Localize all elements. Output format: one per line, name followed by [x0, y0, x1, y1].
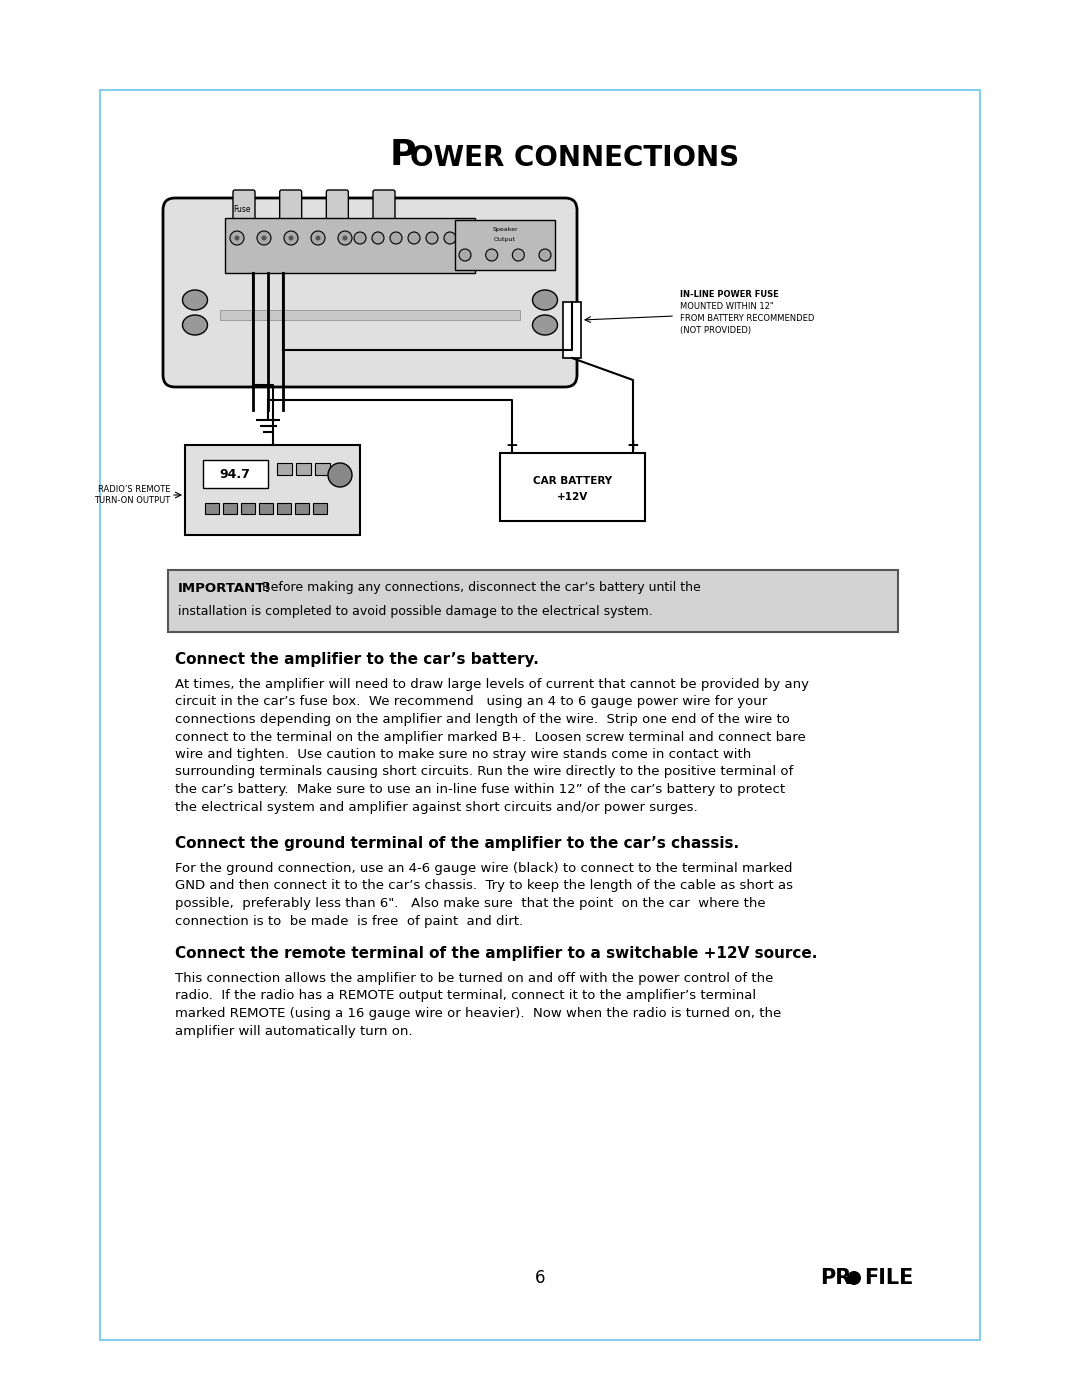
Text: At times, the amplifier will need to draw large levels of current that cannot be: At times, the amplifier will need to dra… — [175, 678, 809, 692]
Text: Connect the amplifier to the car’s battery.: Connect the amplifier to the car’s batte… — [175, 652, 539, 666]
Bar — [500, 453, 645, 521]
Circle shape — [408, 232, 420, 244]
FancyBboxPatch shape — [233, 190, 255, 224]
Circle shape — [284, 231, 298, 244]
Bar — [259, 503, 273, 514]
Circle shape — [328, 462, 352, 488]
Text: Connect the remote terminal of the amplifier to a switchable +12V source.: Connect the remote terminal of the ampli… — [175, 946, 818, 961]
FancyBboxPatch shape — [280, 190, 301, 224]
Text: radio.  If the radio has a REMOTE output terminal, connect it to the amplifier’s: radio. If the radio has a REMOTE output … — [175, 989, 756, 1003]
Text: circuit in the car’s fuse box.  We recommend   using an 4 to 6 gauge power wire : circuit in the car’s fuse box. We recomm… — [175, 696, 767, 708]
Text: installation is completed to avoid possible damage to the electrical system.: installation is completed to avoid possi… — [178, 605, 652, 619]
Text: IMPORTANT!: IMPORTANT! — [178, 581, 271, 595]
Circle shape — [257, 231, 271, 244]
FancyBboxPatch shape — [373, 190, 395, 224]
Bar — [241, 503, 255, 514]
Text: connect to the terminal on the amplifier marked B+.  Loosen screw terminal and c: connect to the terminal on the amplifier… — [175, 731, 806, 743]
Circle shape — [354, 232, 366, 244]
Bar — [276, 462, 292, 475]
Bar — [205, 503, 219, 514]
Bar — [315, 462, 330, 475]
Text: the car’s battery.  Make sure to use an in-line fuse within 12” of the car’s bat: the car’s battery. Make sure to use an i… — [175, 782, 785, 796]
Text: Connect the ground terminal of the amplifier to the car’s chassis.: Connect the ground terminal of the ampli… — [175, 835, 739, 851]
Text: 6: 6 — [535, 1268, 545, 1287]
Circle shape — [372, 232, 384, 244]
Bar — [203, 460, 268, 488]
Circle shape — [390, 232, 402, 244]
Text: GND and then connect it to the car’s chassis.  Try to keep the length of the cab: GND and then connect it to the car’s cha… — [175, 880, 793, 893]
Circle shape — [539, 249, 551, 261]
Ellipse shape — [183, 314, 207, 335]
Text: IN-LINE POWER FUSE: IN-LINE POWER FUSE — [680, 291, 779, 299]
Text: This connection allows the amplifier to be turned on and off with the power cont: This connection allows the amplifier to … — [175, 972, 773, 985]
Bar — [222, 503, 237, 514]
Text: connections depending on the amplifier and length of the wire.  Strip one end of: connections depending on the amplifier a… — [175, 712, 789, 726]
Text: marked REMOTE (using a 16 gauge wire or heavier).  Now when the radio is turned : marked REMOTE (using a 16 gauge wire or … — [175, 1007, 781, 1020]
Bar — [313, 503, 327, 514]
Text: wire and tighten.  Use caution to make sure no stray wire stands come in contact: wire and tighten. Use caution to make su… — [175, 747, 752, 761]
Text: FILE: FILE — [864, 1268, 914, 1288]
Circle shape — [426, 232, 438, 244]
Text: amplifier will automatically turn on.: amplifier will automatically turn on. — [175, 1024, 413, 1038]
Text: MOUNTED WITHIN 12": MOUNTED WITHIN 12" — [680, 302, 773, 312]
Bar — [296, 462, 311, 475]
Circle shape — [288, 236, 294, 240]
Bar — [225, 218, 475, 272]
Bar — [295, 503, 309, 514]
Bar — [100, 89, 980, 1340]
Text: Fuse: Fuse — [233, 205, 251, 214]
Text: connection is to  be made  is free  of paint  and dirt.: connection is to be made is free of pain… — [175, 915, 523, 928]
Text: possible,  preferably less than 6".   Also make sure  that the point  on the car: possible, preferably less than 6". Also … — [175, 897, 766, 909]
Text: (NOT PROVIDED): (NOT PROVIDED) — [680, 326, 751, 335]
Ellipse shape — [532, 291, 557, 310]
Circle shape — [315, 236, 321, 240]
Ellipse shape — [183, 291, 207, 310]
Bar — [220, 310, 519, 320]
Text: Output: Output — [494, 237, 516, 243]
Text: the electrical system and amplifier against short circuits and/or power surges.: the electrical system and amplifier agai… — [175, 800, 698, 813]
Bar — [168, 570, 897, 631]
Circle shape — [847, 1271, 861, 1285]
Text: +12V: +12V — [557, 492, 589, 502]
Text: Speaker: Speaker — [492, 228, 517, 232]
Circle shape — [311, 231, 325, 244]
Circle shape — [512, 249, 524, 261]
Circle shape — [459, 249, 471, 261]
Text: RADIO’S REMOTE
TURN-ON OUTPUT: RADIO’S REMOTE TURN-ON OUTPUT — [94, 485, 170, 504]
Circle shape — [444, 232, 456, 244]
Bar — [185, 446, 360, 535]
Text: 94.7: 94.7 — [219, 468, 251, 481]
Circle shape — [486, 249, 498, 261]
Circle shape — [234, 236, 240, 240]
Circle shape — [338, 231, 352, 244]
Text: For the ground connection, use an 4-6 gauge wire (black) to connect to the termi: For the ground connection, use an 4-6 ga… — [175, 862, 793, 875]
Text: surrounding terminals causing short circuits. Run the wire directly to the posit: surrounding terminals causing short circ… — [175, 766, 793, 778]
FancyBboxPatch shape — [163, 198, 577, 387]
Bar — [276, 503, 291, 514]
Text: −: − — [505, 437, 518, 453]
FancyBboxPatch shape — [326, 190, 349, 224]
Bar — [455, 219, 555, 270]
Circle shape — [230, 231, 244, 244]
Text: P: P — [390, 138, 417, 172]
Text: Before making any connections, disconnect the car’s battery until the: Before making any connections, disconnec… — [258, 581, 701, 595]
Text: +: + — [626, 437, 639, 453]
Ellipse shape — [532, 314, 557, 335]
Bar — [563, 302, 581, 358]
Circle shape — [342, 236, 348, 240]
Text: PR: PR — [820, 1268, 851, 1288]
Text: CAR BATTERY: CAR BATTERY — [532, 476, 612, 486]
Circle shape — [261, 236, 267, 240]
Text: OWER CONNECTIONS: OWER CONNECTIONS — [410, 144, 739, 172]
Text: FROM BATTERY RECOMMENDED: FROM BATTERY RECOMMENDED — [680, 314, 814, 323]
